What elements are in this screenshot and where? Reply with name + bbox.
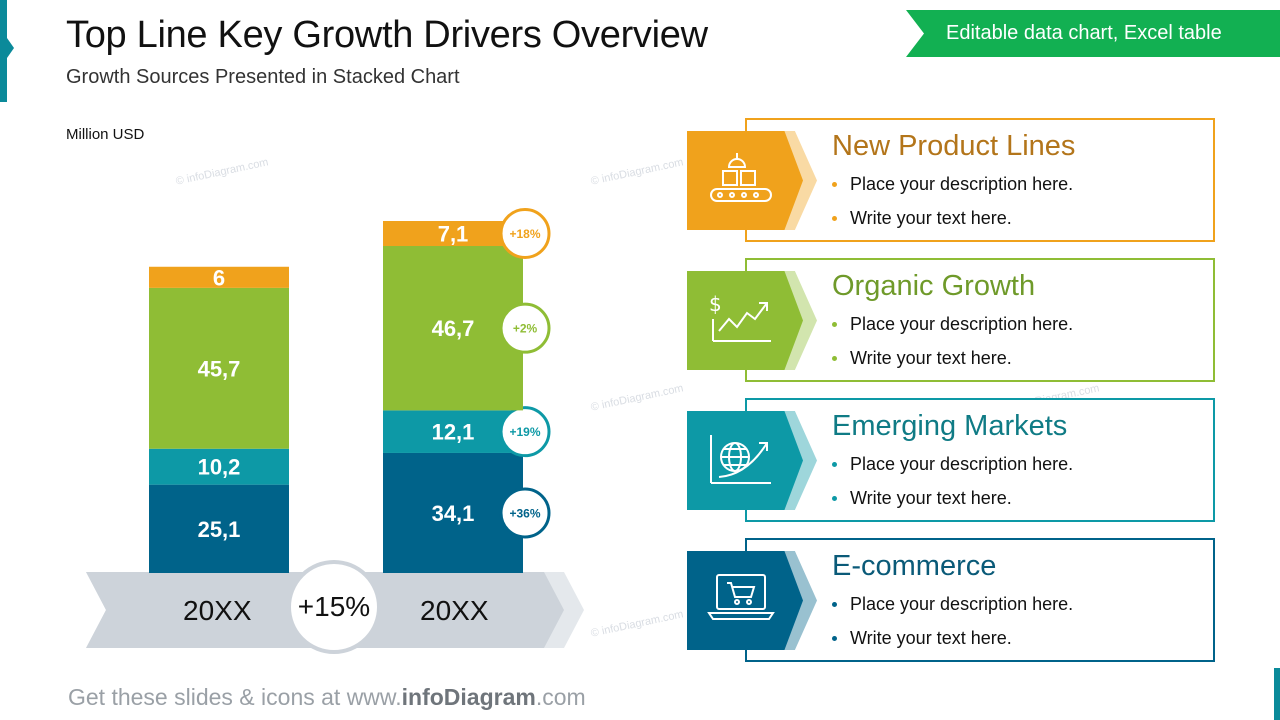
bullet-text: Place your description here.: [850, 174, 1074, 194]
growth-rate-circle: [499, 302, 551, 354]
bullet-dot: [832, 182, 837, 187]
bullet-text: Place your description here.: [850, 594, 1074, 614]
right-accent-bar: [1274, 668, 1280, 720]
bullet-item: Write your text here.: [832, 348, 1073, 382]
total-growth-circle: +15%: [287, 560, 381, 654]
y-axis-unit-label: Million USD: [66, 126, 145, 143]
left-accent-bar: [0, 0, 14, 102]
bullet-item: Place your description here.: [832, 314, 1073, 348]
bar-value-label: 25,1: [198, 517, 241, 542]
driver-title: Organic Growth: [832, 270, 1036, 302]
bullet-item: Place your description here.: [832, 174, 1073, 208]
footer-brand: infoDiagram: [401, 684, 536, 710]
bullet-item: Write your text here.: [832, 628, 1073, 662]
bullet-item: Place your description here.: [832, 454, 1073, 488]
bar-value-label: 45,7: [198, 356, 241, 381]
tag-fill: [687, 411, 803, 510]
bar-value-label: 34,1: [432, 501, 475, 526]
driver-tag-e-commerce: [687, 551, 817, 650]
bullet-text: Write your text here.: [850, 488, 1012, 508]
bullet-dot: [832, 602, 837, 607]
driver-card-organic-growth[interactable]: Organic Growth Place your description he…: [745, 258, 1215, 382]
growth-rate-circle: [499, 406, 551, 458]
growth-rate-label: +2%: [513, 322, 538, 336]
growth-rate-circle: [499, 487, 551, 539]
driver-tag-emerging-markets: [687, 411, 817, 510]
bar-segment: [149, 287, 289, 449]
bullet-dot: [832, 496, 837, 501]
bullet-text: Place your description here.: [850, 454, 1074, 474]
bullet-dot: [832, 356, 837, 361]
bar-value-label: 6: [213, 265, 225, 290]
bullet-text: Write your text here.: [850, 628, 1012, 648]
svg-text:$: $: [709, 292, 722, 316]
footer-suffix: .com: [535, 684, 586, 710]
growth-rate-label: +18%: [509, 227, 540, 241]
x-axis-label-year-2: 20XX: [420, 595, 489, 626]
footer-prefix: Get these slides & icons at www.: [68, 684, 402, 710]
laptop-cart-icon: [707, 574, 775, 620]
editable-badge[interactable]: Editable data chart, Excel table: [906, 10, 1280, 57]
growth-rate-label: +36%: [509, 506, 540, 520]
bar-segment: [149, 266, 289, 288]
driver-title: New Product Lines: [832, 130, 1076, 162]
bullet-text: Write your text here.: [850, 208, 1012, 228]
growth-rate-label: +19%: [509, 425, 540, 439]
driver-card-new-product-lines[interactable]: New Product Lines Place your description…: [745, 118, 1215, 242]
driver-title: E-commerce: [832, 550, 997, 582]
dollar-growth-chart-icon: $: [709, 292, 771, 342]
globe-chart-icon: [710, 435, 771, 484]
bar-value-label: 12,1: [432, 420, 475, 445]
bar-value-label: 46,7: [432, 316, 475, 341]
editable-badge-label: Editable data chart, Excel table: [946, 22, 1222, 44]
bullet-item: Write your text here.: [832, 208, 1073, 242]
driver-tag-new-product-lines: [687, 131, 817, 230]
bullet-item: Place your description here.: [832, 594, 1073, 628]
page-title: Top Line Key Growth Drivers Overview: [66, 14, 708, 56]
bullet-dot: [832, 636, 837, 641]
bullet-dot: [832, 462, 837, 467]
bullet-text: Write your text here.: [850, 348, 1012, 368]
tag-fill: [687, 551, 803, 650]
bar-segment: [149, 484, 289, 573]
bar-value-label: 7,1: [438, 221, 469, 246]
bar-segment: [149, 448, 289, 485]
footer-credit[interactable]: Get these slides & icons at www.infoDiag…: [68, 684, 586, 711]
growth-rate-circle: [499, 207, 551, 259]
stacked-bar-chart: 25,1 10,2 45,7 6 34,1 +36% 12,1 +19% 46,7 +2% 7,1 +…: [149, 207, 551, 573]
x-axis-label-year-1: 20XX: [183, 595, 252, 626]
page-subtitle: Growth Sources Presented in Stacked Char…: [66, 66, 460, 88]
watermark: © infoDiagram.com: [589, 608, 685, 640]
bullet-text: Place your description here.: [850, 314, 1074, 334]
bullet-item: Write your text here.: [832, 488, 1073, 522]
driver-card-emerging-markets[interactable]: Emerging Markets Place your description …: [745, 398, 1215, 522]
driver-card-e-commerce[interactable]: E-commerce Place your description here. …: [745, 538, 1215, 662]
bar-value-label: 10,2: [198, 455, 241, 480]
driver-title: Emerging Markets: [832, 410, 1068, 442]
driver-tag-organic-growth: $: [687, 271, 817, 370]
tag-fill: [687, 131, 803, 230]
bullet-dot: [832, 216, 837, 221]
bullet-dot: [832, 322, 837, 327]
tag-fill: [687, 271, 803, 370]
conveyor-boxes-icon: [710, 153, 772, 202]
